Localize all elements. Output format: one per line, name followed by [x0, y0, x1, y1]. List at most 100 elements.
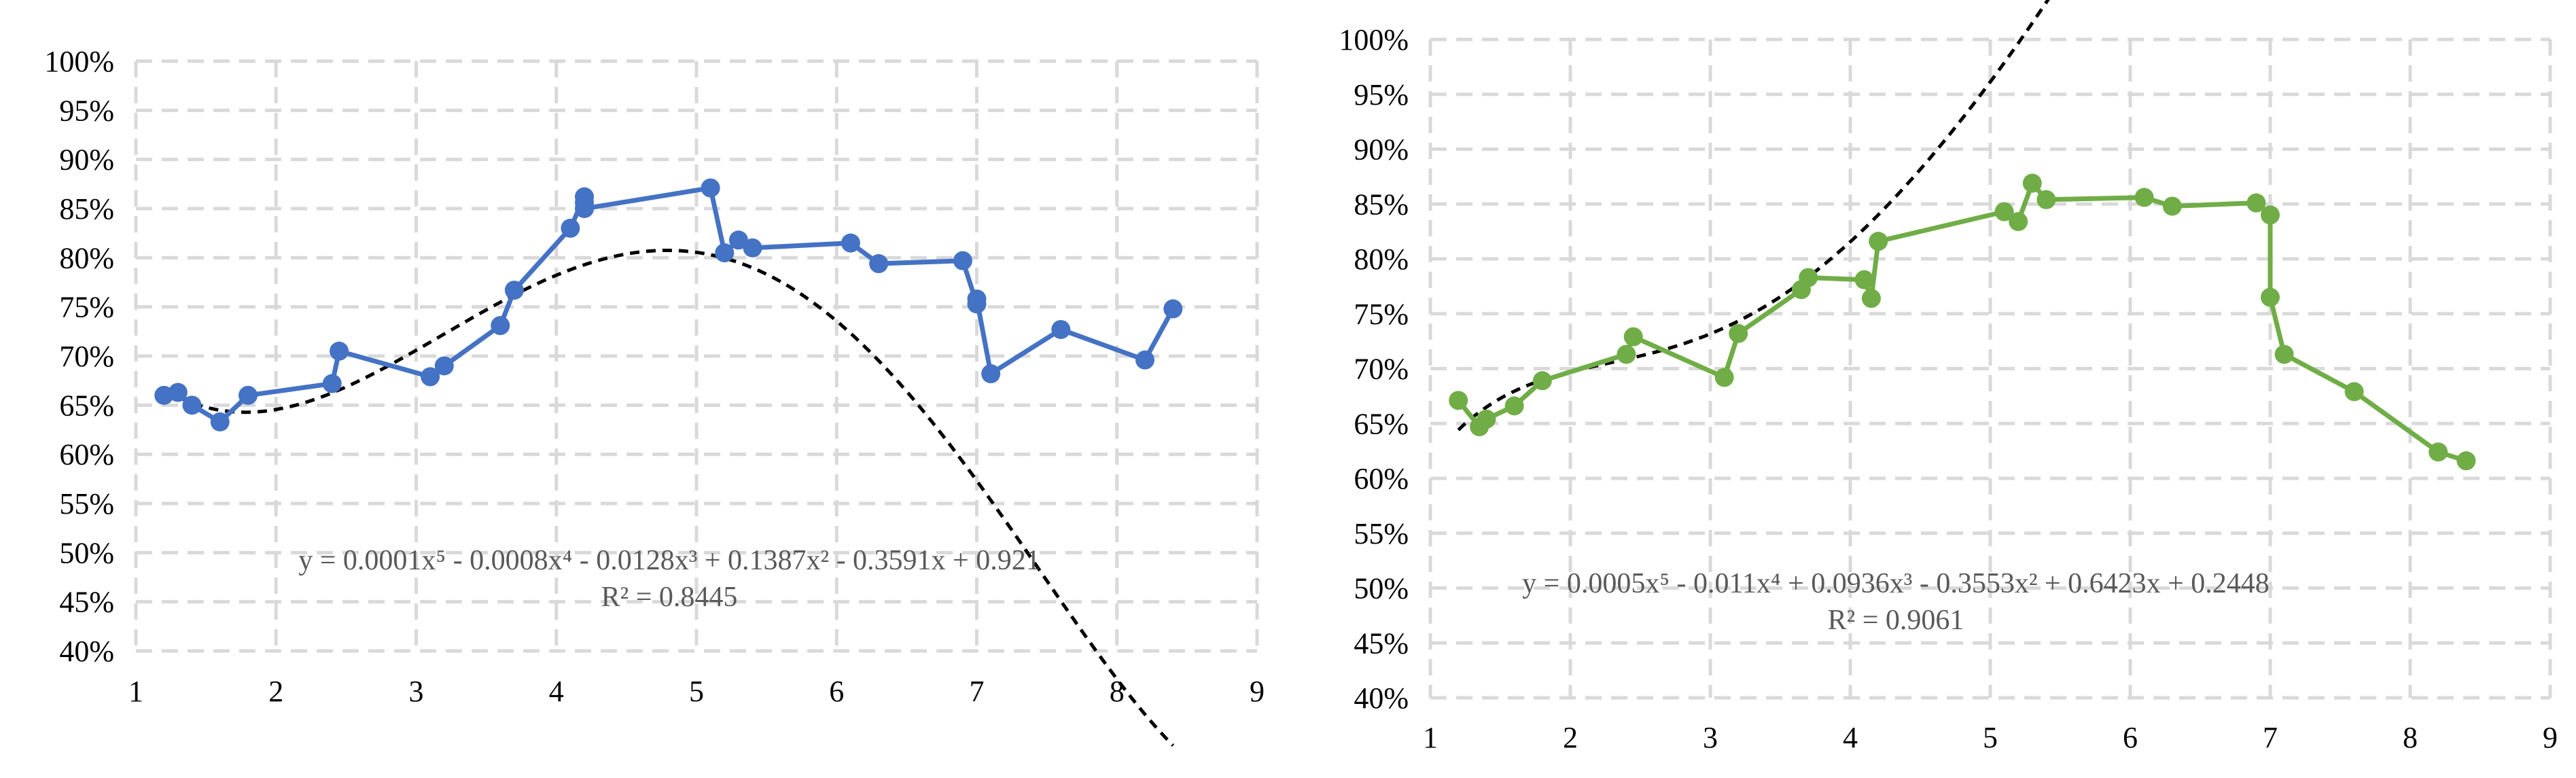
y-tick-label: 70% — [59, 340, 114, 373]
data-point — [1714, 368, 1734, 387]
y-tick-label: 85% — [1354, 188, 1409, 221]
data-point — [330, 341, 349, 361]
y-tick-label: 55% — [1354, 517, 1409, 550]
r-squared-label: R² = 0.8445 — [601, 582, 738, 613]
data-point — [953, 251, 972, 270]
data-point — [967, 289, 987, 309]
x-tick-label: 1 — [1423, 721, 1438, 754]
x-tick-label: 5 — [689, 675, 704, 708]
data-point — [561, 218, 580, 238]
x-tick-label: 7 — [970, 675, 985, 708]
x-tick-label: 9 — [1250, 675, 1265, 708]
x-tick-label: 2 — [268, 675, 283, 708]
x-tick-label: 3 — [409, 675, 424, 708]
y-tick-label: 45% — [1354, 626, 1409, 660]
data-points — [1449, 173, 2476, 471]
data-point — [1449, 391, 1468, 410]
data-point — [575, 199, 594, 218]
x-tick-label: 4 — [549, 675, 564, 708]
y-tick-label: 80% — [59, 241, 114, 275]
data-point — [434, 356, 454, 376]
data-point — [743, 238, 762, 258]
trendline-equation: y = 0.0001x⁵ - 0.0008x⁴ - 0.0128x³ + 0.1… — [298, 545, 1040, 576]
y-tick-label: 75% — [1354, 298, 1409, 331]
data-point — [1135, 350, 1154, 370]
data-point — [2456, 451, 2476, 471]
y-tick-label: 65% — [1354, 407, 1409, 440]
data-point — [1163, 299, 1183, 319]
data-point — [2036, 190, 2056, 209]
y-tick-label: 100% — [44, 45, 114, 78]
y-tick-label: 45% — [59, 586, 114, 619]
data-point — [239, 385, 258, 405]
x-tick-label: 5 — [1983, 721, 1998, 754]
data-point — [1854, 270, 1874, 289]
y-tick-label: 50% — [1354, 572, 1409, 605]
data-points — [154, 178, 1183, 431]
x-tick-label: 8 — [2403, 721, 2418, 754]
data-point — [1994, 202, 2014, 222]
x-axis-tick-labels: 1 2 3 4 5 6 7 8 9 — [128, 675, 1265, 708]
x-tick-label: 4 — [1843, 721, 1858, 754]
data-point — [1477, 409, 1496, 429]
y-tick-label: 90% — [1354, 133, 1409, 166]
data-point — [1051, 319, 1071, 339]
data-point — [2246, 193, 2266, 213]
x-tick-label: 6 — [829, 675, 844, 708]
x-tick-label: 3 — [1703, 721, 1718, 754]
data-point — [981, 364, 1001, 384]
data-point — [1532, 371, 1552, 391]
x-tick-label: 7 — [2263, 721, 2278, 754]
y-axis-tick-labels: 40% 45% 50% 55% 60% 65% 70% 75% 80% 85% 90% 95% 100% — [44, 45, 114, 668]
y-axis-tick-labels: 40% 45% 50% 55% 60% 65% 70% 75% 80% 85% 90% 95% 100% — [1339, 23, 1409, 715]
y-tick-label: 65% — [59, 389, 114, 422]
data-point — [701, 178, 720, 198]
data-point — [2134, 188, 2154, 207]
y-tick-label: 50% — [59, 536, 114, 569]
x-tick-label: 8 — [1110, 675, 1125, 708]
data-point — [869, 254, 889, 274]
data-point — [2162, 196, 2182, 216]
x-tick-label: 2 — [1563, 721, 1578, 754]
gridlines — [134, 59, 1259, 653]
data-point — [491, 316, 510, 336]
data-point — [2261, 287, 2280, 307]
scatter-chart-right: 40% 45% 50% 55% 60% 65% 70% 75% 80% 85% 90% 95% 100%… — [1288, 0, 2576, 778]
y-tick-label: 60% — [1354, 462, 1409, 495]
data-point — [322, 374, 342, 393]
data-series-line — [163, 185, 1176, 425]
polynomial-trendline — [1457, 0, 2050, 431]
data-point — [182, 395, 202, 415]
x-tick-label: 6 — [2123, 721, 2138, 754]
y-tick-label: 95% — [1354, 78, 1409, 111]
y-tick-label: 95% — [59, 94, 114, 127]
data-point — [1869, 232, 1888, 251]
data-point — [1861, 289, 1881, 308]
scatter-chart-left: 40% 45% 50% 55% 60% 65% 70% 75% 80% 85% 90% 95% 100%… — [44, 45, 1265, 747]
data-point — [715, 243, 735, 263]
data-point — [1799, 268, 1818, 287]
polynomial-trendline — [163, 249, 1175, 747]
y-tick-label: 90% — [59, 143, 114, 177]
data-point — [421, 367, 440, 387]
data-point — [2261, 205, 2280, 225]
data-point — [2009, 212, 2028, 232]
trendline-equation: y = 0.0005x⁵ - 0.011x⁴ + 0.0936x³ - 0.35… — [1522, 568, 2270, 599]
data-point — [2274, 344, 2294, 364]
x-axis-tick-labels: 1 2 3 4 5 6 7 8 9 — [1423, 721, 2558, 754]
y-tick-label: 55% — [59, 487, 114, 520]
data-point — [1504, 396, 1524, 416]
y-tick-label: 85% — [59, 192, 114, 226]
data-point — [210, 412, 230, 431]
data-point — [841, 233, 860, 253]
y-tick-label: 75% — [59, 291, 114, 324]
chart-canvas-left: 40% 45% 50% 55% 60% 65% 70% 75% 80% 85% 90% 95% 100%… — [44, 45, 1265, 747]
data-point — [728, 230, 748, 250]
data-point — [1623, 327, 1643, 347]
y-tick-label: 100% — [1339, 23, 1409, 56]
r-squared-label: R² = 0.9061 — [1828, 605, 1964, 636]
x-tick-label: 9 — [2543, 721, 2558, 754]
chart-canvas-right: 40% 45% 50% 55% 60% 65% 70% 75% 80% 85% 90% 95% 100%… — [1339, 0, 2558, 754]
data-point — [1617, 344, 1636, 364]
y-tick-label: 40% — [1354, 682, 1409, 715]
